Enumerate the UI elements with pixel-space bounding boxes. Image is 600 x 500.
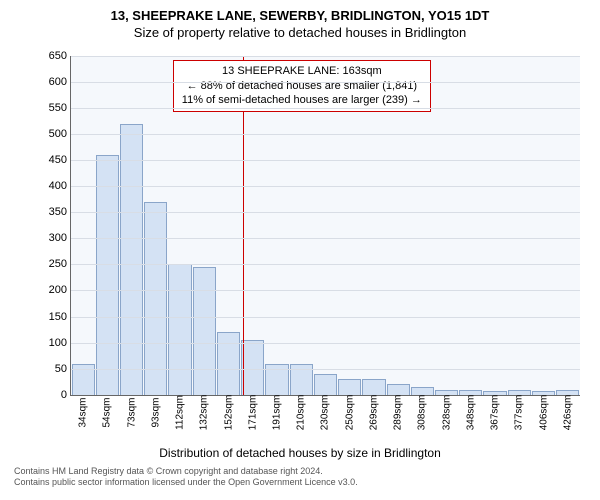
grid-line bbox=[71, 317, 580, 318]
y-tick-label: 550 bbox=[37, 102, 67, 114]
chart-container: 13, SHEEPRAKE LANE, SEWERBY, BRIDLINGTON… bbox=[0, 0, 600, 500]
grid-line bbox=[71, 369, 580, 370]
plot-region: 34sqm54sqm73sqm93sqm112sqm132sqm152sqm17… bbox=[70, 56, 580, 396]
x-tick-label: 377sqm bbox=[514, 394, 525, 430]
x-tick-label: 34sqm bbox=[78, 397, 89, 427]
footer-line1: Contains HM Land Registry data © Crown c… bbox=[14, 466, 590, 478]
x-tick-label: 132sqm bbox=[199, 394, 210, 430]
grid-line bbox=[71, 290, 580, 291]
annotation-line2: ← 88% of detached houses are smaller (1,… bbox=[182, 79, 422, 94]
x-tick-label: 230sqm bbox=[320, 394, 331, 430]
x-tick-label: 191sqm bbox=[271, 394, 282, 430]
histogram-bar bbox=[387, 384, 410, 394]
annotation-box: 13 SHEEPRAKE LANE: 163sqm ← 88% of detac… bbox=[173, 60, 431, 113]
grid-line bbox=[71, 108, 580, 109]
grid-line bbox=[71, 212, 580, 213]
histogram-bar bbox=[314, 374, 337, 395]
footer: Contains HM Land Registry data © Crown c… bbox=[10, 466, 590, 489]
histogram-bar bbox=[362, 379, 385, 395]
y-tick-label: 300 bbox=[37, 232, 67, 244]
grid-line bbox=[71, 82, 580, 83]
y-tick-label: 600 bbox=[37, 76, 67, 88]
x-tick-label: 308sqm bbox=[417, 394, 428, 430]
x-axis-label: Distribution of detached houses by size … bbox=[10, 446, 590, 460]
y-tick-label: 0 bbox=[37, 389, 67, 401]
histogram-bar bbox=[217, 332, 240, 395]
y-tick-label: 450 bbox=[37, 154, 67, 166]
annotation-line3: 11% of semi-detached houses are larger (… bbox=[182, 93, 422, 108]
histogram-bar bbox=[168, 264, 191, 394]
x-tick-label: 152sqm bbox=[223, 394, 234, 430]
chart-area: Number of detached properties 34sqm54sqm… bbox=[70, 46, 580, 396]
histogram-bar bbox=[96, 155, 119, 395]
histogram-bar bbox=[411, 387, 434, 395]
y-tick-label: 500 bbox=[37, 128, 67, 140]
x-tick-label: 426sqm bbox=[562, 394, 573, 430]
x-tick-label: 348sqm bbox=[465, 394, 476, 430]
x-tick-label: 73sqm bbox=[126, 397, 137, 427]
histogram-bar bbox=[120, 124, 143, 395]
x-tick-label: 54sqm bbox=[102, 397, 113, 427]
footer-line2: Contains public sector information licen… bbox=[14, 477, 590, 489]
grid-line bbox=[71, 160, 580, 161]
y-tick-label: 400 bbox=[37, 180, 67, 192]
grid-line bbox=[71, 134, 580, 135]
grid-line bbox=[71, 264, 580, 265]
x-tick-label: 289sqm bbox=[393, 394, 404, 430]
x-tick-label: 269sqm bbox=[368, 394, 379, 430]
y-tick-label: 200 bbox=[37, 284, 67, 296]
chart-subtitle: Size of property relative to detached ho… bbox=[10, 25, 590, 42]
x-tick-label: 406sqm bbox=[538, 394, 549, 430]
x-tick-label: 250sqm bbox=[344, 394, 355, 430]
x-tick-label: 367sqm bbox=[490, 394, 501, 430]
y-tick-label: 150 bbox=[37, 311, 67, 323]
x-tick-label: 328sqm bbox=[441, 394, 452, 430]
y-tick-label: 100 bbox=[37, 337, 67, 349]
grid-line bbox=[71, 186, 580, 187]
histogram-bar bbox=[193, 267, 216, 395]
y-tick-label: 50 bbox=[37, 363, 67, 375]
annotation-line1: 13 SHEEPRAKE LANE: 163sqm bbox=[182, 64, 422, 79]
histogram-bar bbox=[144, 202, 167, 395]
chart-title: 13, SHEEPRAKE LANE, SEWERBY, BRIDLINGTON… bbox=[10, 8, 590, 25]
y-tick-label: 350 bbox=[37, 206, 67, 218]
x-tick-label: 171sqm bbox=[247, 394, 258, 430]
x-tick-label: 210sqm bbox=[296, 394, 307, 430]
grid-line bbox=[71, 56, 580, 57]
x-tick-label: 112sqm bbox=[175, 395, 186, 430]
grid-line bbox=[71, 343, 580, 344]
histogram-bar bbox=[338, 379, 361, 395]
y-tick-label: 250 bbox=[37, 258, 67, 270]
grid-line bbox=[71, 238, 580, 239]
x-tick-label: 93sqm bbox=[150, 397, 161, 427]
histogram-bar bbox=[241, 340, 264, 395]
y-tick-label: 650 bbox=[37, 50, 67, 62]
